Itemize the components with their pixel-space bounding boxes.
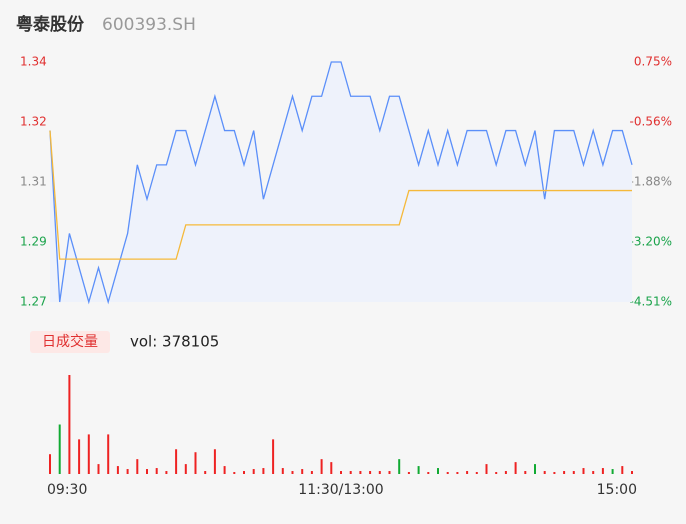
volume-bar bbox=[330, 462, 333, 474]
volume-bar bbox=[272, 439, 275, 474]
volume-bar bbox=[543, 471, 546, 474]
y-tick-label: 1.32 bbox=[20, 115, 47, 129]
volume-bar bbox=[107, 434, 110, 474]
volume-bar bbox=[78, 439, 81, 474]
volume-bar bbox=[213, 449, 216, 474]
volume-bar bbox=[165, 471, 168, 474]
series-line bbox=[49, 61, 633, 305]
volume-bar bbox=[349, 471, 352, 474]
volume-bar bbox=[291, 471, 294, 474]
volume-bar bbox=[301, 469, 304, 474]
volume-bar bbox=[582, 468, 585, 474]
volume-bar bbox=[243, 471, 245, 474]
volume-bar bbox=[437, 468, 439, 474]
volume-bar bbox=[310, 471, 313, 474]
volume-bar bbox=[252, 469, 255, 474]
volume-bar bbox=[475, 472, 478, 474]
volume-bar bbox=[553, 472, 556, 474]
volume-bar bbox=[194, 452, 197, 474]
stock-name: 粤泰股份 bbox=[16, 14, 85, 35]
volume-bar bbox=[427, 472, 430, 474]
volume-bar bbox=[388, 471, 391, 474]
x-tick-label: 15:00 bbox=[597, 482, 637, 498]
volume-bar bbox=[204, 471, 207, 474]
series-line bbox=[49, 130, 632, 260]
volume-bar bbox=[146, 469, 148, 474]
volume-bar bbox=[359, 471, 362, 474]
stock-code: 600393.SH bbox=[102, 15, 196, 35]
volume-bar bbox=[58, 424, 61, 474]
volume-bar bbox=[136, 459, 139, 474]
volume-label: vol: 378105 bbox=[130, 333, 219, 351]
volume-bar bbox=[49, 454, 51, 474]
volume-bar bbox=[514, 462, 517, 474]
volume-bar bbox=[563, 471, 566, 474]
volume-bar bbox=[184, 464, 187, 474]
y2-tick-label: -1.88% bbox=[630, 175, 672, 189]
y2-tick-label: -3.20% bbox=[630, 235, 672, 249]
y2-tick-label: 0.75% bbox=[634, 55, 672, 69]
volume-bar bbox=[485, 464, 488, 474]
volume-bar bbox=[495, 472, 498, 474]
volume-bar bbox=[524, 471, 527, 474]
volume-bar bbox=[592, 471, 595, 474]
y-tick-label: 1.31 bbox=[20, 175, 47, 189]
volume-bar bbox=[126, 469, 129, 474]
volume-bar bbox=[398, 459, 401, 474]
volume-bar bbox=[340, 471, 342, 474]
volume-bar bbox=[262, 468, 265, 474]
volume-bar bbox=[407, 472, 410, 474]
price-area bbox=[50, 62, 632, 302]
x-tick-label: 09:30 bbox=[47, 482, 87, 498]
volume-bar bbox=[155, 468, 158, 474]
y-tick-label: 1.34 bbox=[20, 55, 47, 69]
volume-bar bbox=[281, 468, 284, 474]
volume-bar bbox=[611, 469, 614, 474]
volume-bar bbox=[504, 471, 507, 474]
badge-bg bbox=[30, 331, 110, 353]
volume-bar bbox=[631, 471, 633, 474]
volume-bar bbox=[233, 472, 236, 474]
volume-bar bbox=[68, 375, 71, 474]
volume-bar bbox=[572, 471, 575, 474]
volume-bar bbox=[97, 464, 100, 474]
volume-bar bbox=[417, 466, 420, 474]
volume-bar bbox=[446, 472, 449, 474]
volume-bar bbox=[378, 471, 381, 474]
y-tick-label: 1.29 bbox=[20, 235, 47, 249]
x-tick-label: 11:30/13:00 bbox=[298, 482, 383, 498]
volume-bar bbox=[320, 459, 323, 474]
volume-bar bbox=[601, 468, 604, 474]
y2-tick-label: -4.51% bbox=[630, 295, 672, 309]
volume-badge: 日成交量 bbox=[42, 333, 98, 350]
y2-tick-label: -0.56% bbox=[630, 114, 672, 128]
volume-bar bbox=[116, 466, 119, 474]
volume-bar bbox=[369, 471, 372, 474]
volume-bar bbox=[87, 434, 90, 474]
y-tick-label: 1.27 bbox=[20, 295, 47, 309]
volume-bar bbox=[534, 464, 536, 474]
volume-bar bbox=[621, 466, 624, 474]
volume-bar bbox=[175, 449, 178, 474]
volume-bar bbox=[456, 472, 459, 474]
volume-bar bbox=[466, 471, 469, 474]
volume-bar bbox=[223, 466, 226, 474]
